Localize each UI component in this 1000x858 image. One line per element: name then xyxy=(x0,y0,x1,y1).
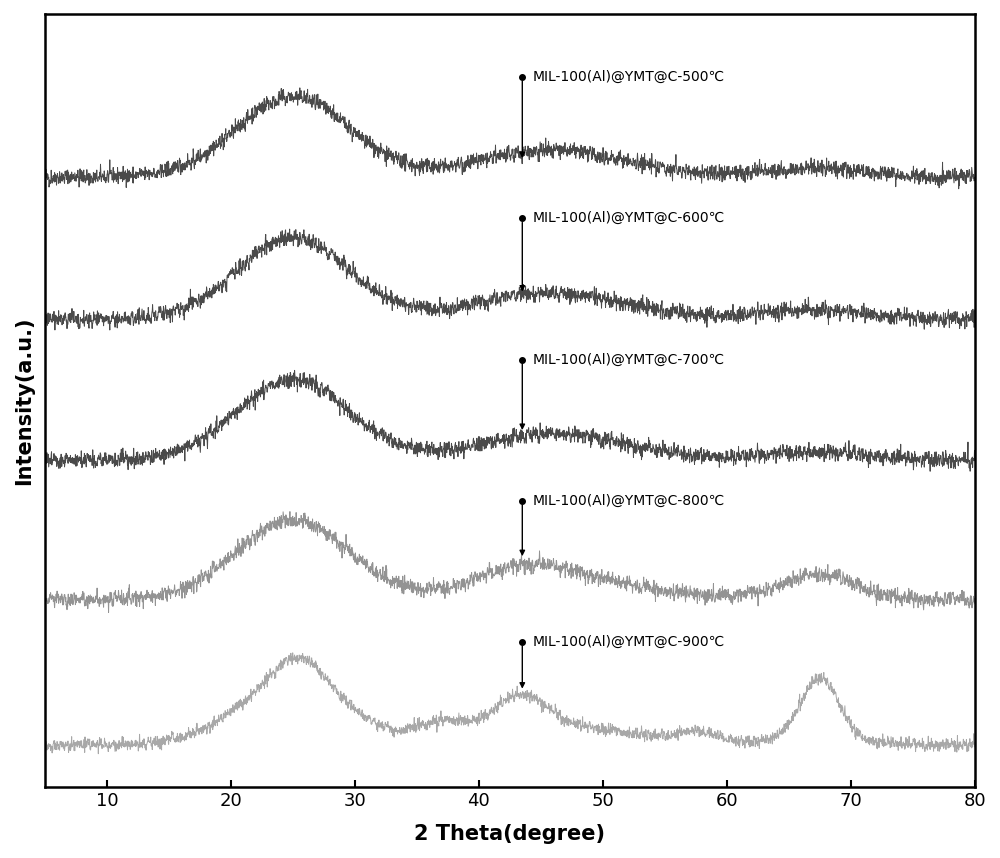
Y-axis label: Intensity(a.u.): Intensity(a.u.) xyxy=(14,317,34,485)
Text: MIL-100(Al)@YMT@C-500℃: MIL-100(Al)@YMT@C-500℃ xyxy=(532,70,724,84)
Text: MIL-100(Al)@YMT@C-700℃: MIL-100(Al)@YMT@C-700℃ xyxy=(532,353,724,366)
Text: MIL-100(Al)@YMT@C-800℃: MIL-100(Al)@YMT@C-800℃ xyxy=(532,494,724,508)
Text: MIL-100(Al)@YMT@C-900℃: MIL-100(Al)@YMT@C-900℃ xyxy=(532,635,724,650)
Text: MIL-100(Al)@YMT@C-600℃: MIL-100(Al)@YMT@C-600℃ xyxy=(532,211,724,226)
X-axis label: 2 Theta(degree): 2 Theta(degree) xyxy=(414,825,605,844)
